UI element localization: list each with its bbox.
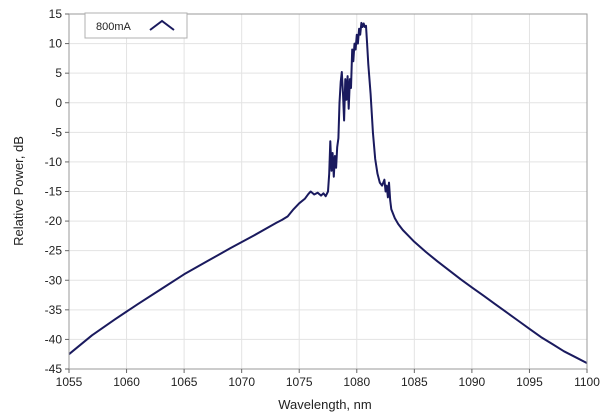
y-tick-label: 5 xyxy=(55,66,62,80)
y-axis-label: Relative Power, dB xyxy=(11,136,26,246)
y-tick-label: -25 xyxy=(45,244,63,258)
legend-line-swatch xyxy=(149,19,175,31)
y-tick-label: -10 xyxy=(45,155,63,169)
y-tick-label: -35 xyxy=(45,303,63,317)
x-tick-label: 1080 xyxy=(343,375,370,389)
legend-label: 800mA xyxy=(96,21,132,33)
y-tick-label: 10 xyxy=(49,37,63,51)
y-tick-label: 0 xyxy=(55,96,62,110)
y-tick-label: -20 xyxy=(45,214,63,228)
x-tick-label: 1055 xyxy=(56,375,83,389)
x-tick-label: 1060 xyxy=(113,375,140,389)
y-tick-label: -15 xyxy=(45,185,63,199)
series-layer xyxy=(68,21,588,364)
series-line-800ma xyxy=(68,21,588,364)
y-tick-label: -45 xyxy=(45,362,63,376)
legend: 800mA xyxy=(84,12,188,39)
x-tick-label: 1095 xyxy=(516,375,543,389)
x-tick-label: 1070 xyxy=(228,375,255,389)
x-tick-label: 1090 xyxy=(459,375,486,389)
x-tick-label: 1065 xyxy=(171,375,198,389)
y-tick-label: -30 xyxy=(45,273,63,287)
legend-box xyxy=(84,12,188,39)
x-tick-label: 1100 xyxy=(574,375,600,389)
y-tick-label: -40 xyxy=(45,332,63,346)
x-tick-label: 1085 xyxy=(401,375,428,389)
y-tick-label: 15 xyxy=(49,7,63,21)
tick-labels: 1055 1060 1065 1070 1075 1080 1085 1090 1095 1100… xyxy=(45,7,601,389)
x-axis-label: Wavelength, nm xyxy=(278,397,371,412)
y-tick-label: -5 xyxy=(51,125,62,139)
x-tick-label: 1075 xyxy=(286,375,313,389)
